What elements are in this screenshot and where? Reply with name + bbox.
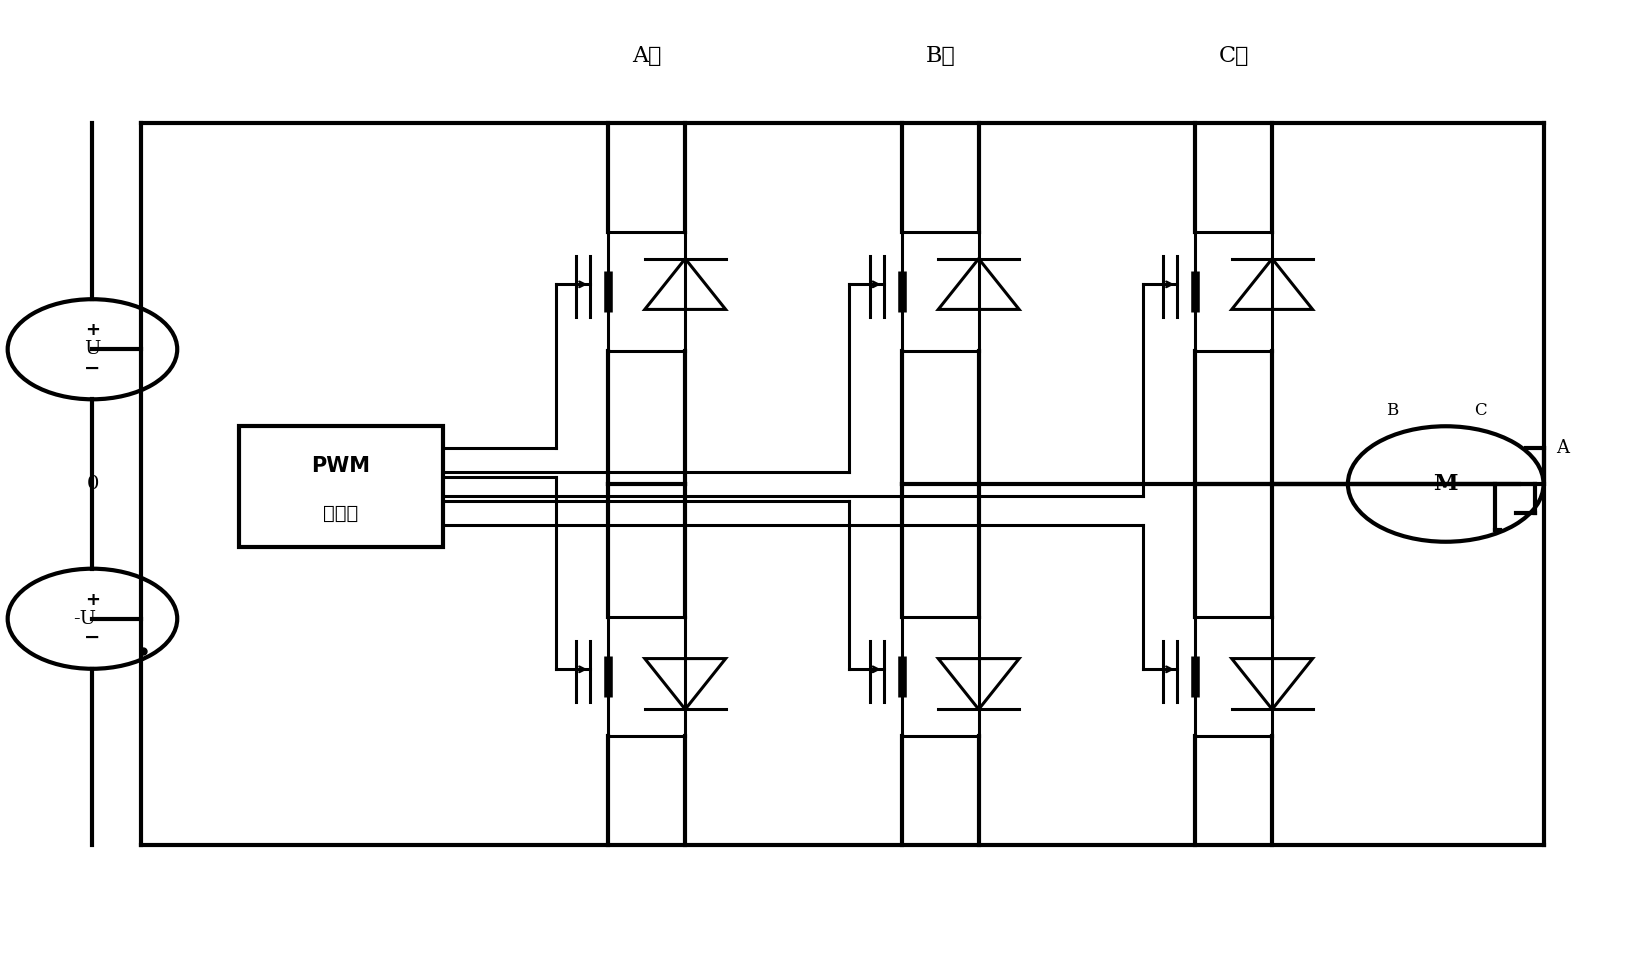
Text: -U: -U <box>72 610 97 627</box>
Text: −: − <box>85 628 101 648</box>
Text: −: − <box>85 359 101 378</box>
Text: PWM: PWM <box>311 456 371 476</box>
Text: B相: B相 <box>926 45 955 67</box>
Text: U: U <box>85 341 101 358</box>
Text: A: A <box>1556 439 1569 457</box>
Text: +: + <box>85 321 100 339</box>
Text: M: M <box>1433 473 1458 495</box>
Text: B: B <box>1386 403 1399 419</box>
Text: 控制器: 控制器 <box>324 505 358 523</box>
Text: C相: C相 <box>1219 45 1248 67</box>
Text: A相: A相 <box>631 45 661 67</box>
Bar <box>239 426 443 547</box>
Text: C: C <box>1474 403 1485 419</box>
Text: +: + <box>85 590 100 609</box>
Text: 0: 0 <box>87 475 98 493</box>
